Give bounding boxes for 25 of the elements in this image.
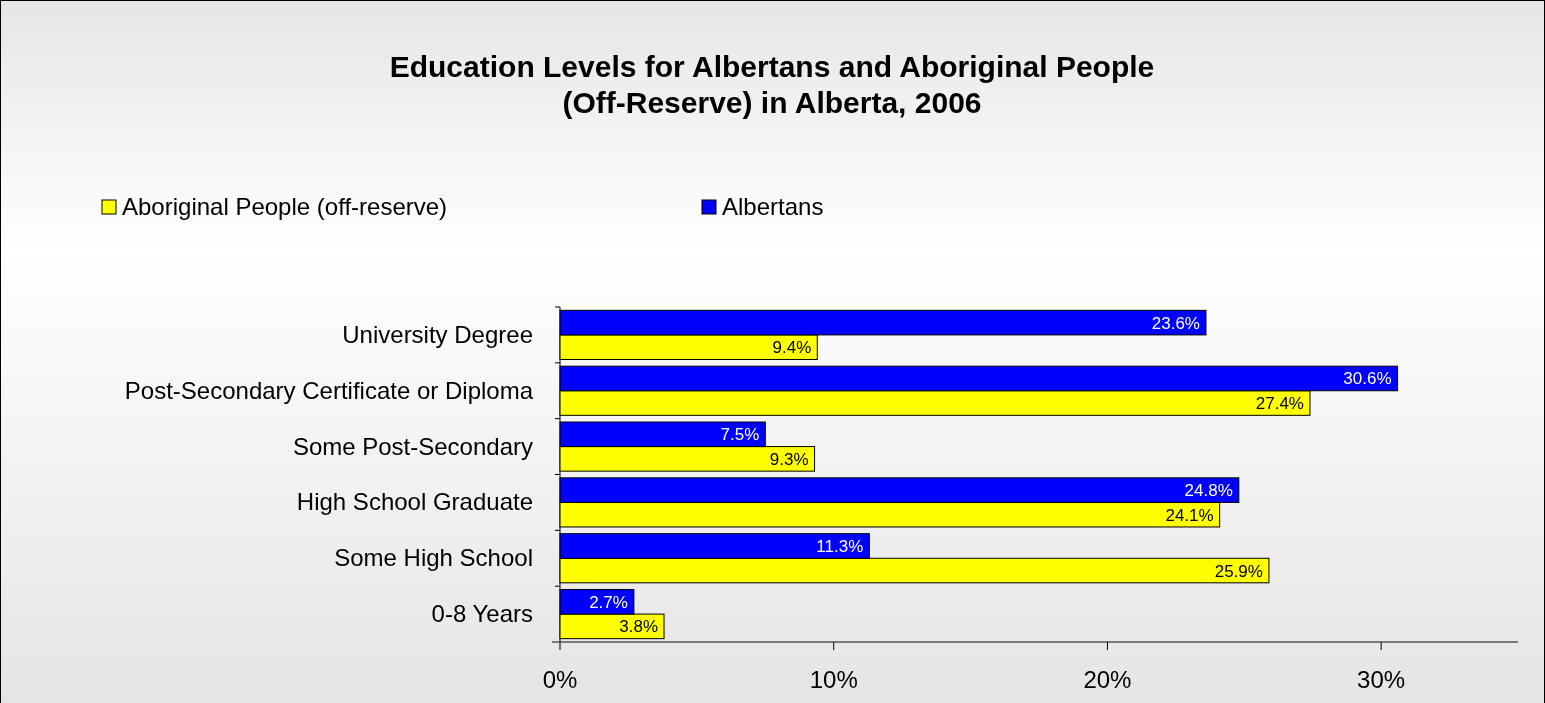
data-label: 7.5% bbox=[720, 425, 760, 445]
x-tick-label: 30% bbox=[1357, 666, 1406, 693]
x-tick-label: 20% bbox=[1083, 666, 1132, 693]
data-label: 2.7% bbox=[589, 592, 628, 612]
legend-label: Aboriginal People (off-reserve) bbox=[122, 193, 448, 220]
chart-title: Education Levels for Albertans and Aboriginal People (Off-Reserve) in Alberta, 2006 bbox=[389, 50, 1155, 119]
data-label: 25.9% bbox=[1214, 561, 1263, 581]
data-label: 11.3% bbox=[816, 536, 864, 556]
data-label: 30.6% bbox=[1343, 369, 1392, 389]
data-label: 9.4% bbox=[772, 338, 812, 358]
data-label: 24.8% bbox=[1184, 481, 1233, 501]
data-label: 9.3% bbox=[769, 449, 809, 469]
data-label: 24.1% bbox=[1165, 505, 1214, 525]
y-tick-label: Post-Secondary Certificate or Diploma bbox=[124, 376, 534, 404]
y-tick-label: Some High School bbox=[334, 544, 533, 572]
x-tick-label: 0% bbox=[542, 666, 578, 693]
y-tick-label: 0-8 Years bbox=[431, 600, 533, 628]
data-label: 3.8% bbox=[619, 617, 659, 637]
data-label: 23.6% bbox=[1151, 313, 1200, 333]
y-tick-label: High School Graduate bbox=[296, 488, 533, 516]
legend-label: Albertans bbox=[722, 193, 824, 220]
x-tick-label: 10% bbox=[809, 666, 858, 693]
data-label: 27.4% bbox=[1255, 394, 1304, 414]
y-tick-label: University Degree bbox=[342, 320, 533, 348]
y-tick-label: Some Post-Secondary bbox=[292, 432, 533, 460]
